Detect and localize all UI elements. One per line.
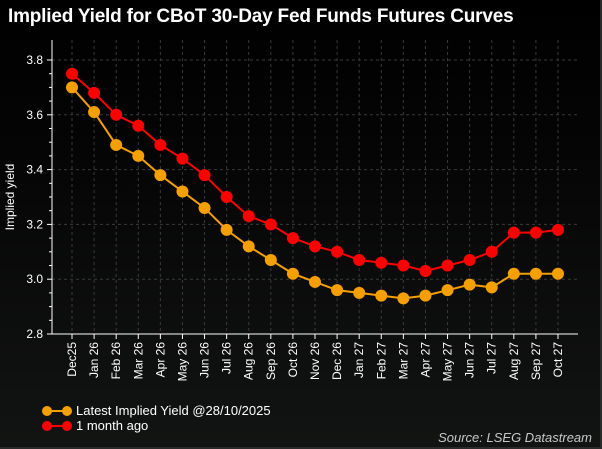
x-tick-label: May 26 [175,342,189,382]
data-point-1 [242,210,255,223]
data-point-1 [198,169,211,182]
x-tick-label: Nov 26 [308,342,322,380]
data-point-1 [309,240,321,253]
x-tick-label: Jun 26 [198,342,212,378]
data-point-1 [264,218,277,231]
data-point-1 [419,264,432,277]
data-point-1 [441,259,454,272]
x-tick-label: May 27 [441,342,455,382]
data-point-0 [154,169,167,182]
y-tick-label: 3.2 [26,217,43,231]
data-point-1 [463,254,476,267]
x-tick-label: Apr 26 [153,342,167,378]
x-tick-label: Jul 26 [220,342,234,374]
data-point-1 [353,254,366,267]
data-point-0 [353,286,366,299]
x-tick-label: Jun 27 [463,342,477,378]
data-point-1 [507,226,520,239]
data-point-0 [485,281,498,294]
data-point-1 [176,152,189,165]
data-point-0 [331,284,344,297]
data-point-0 [198,201,211,214]
data-point-0 [419,289,432,302]
x-tick-label: Feb 26 [109,342,123,380]
data-point-0 [463,278,476,291]
x-tick-label: Sep 27 [529,342,543,380]
y-axis-label: Implied yield [3,164,17,231]
x-tick-label: Mar 26 [131,342,145,380]
data-point-1 [375,256,388,269]
data-point-0 [397,292,410,305]
x-tick-label: Dec 26 [330,342,344,380]
data-point-0 [88,106,101,119]
data-point-1 [110,108,123,121]
x-tick-label: Oct 27 [551,342,565,378]
x-tick-label: Feb 27 [374,342,388,380]
data-point-0 [286,267,299,280]
data-point-0 [507,267,520,280]
x-tick-label: Jan 26 [87,342,101,378]
legend-item-latest: Latest Implied Yield @28/10/2025 [42,403,271,418]
data-point-1 [529,226,542,239]
x-tick-label: Mar 27 [396,342,410,380]
data-point-0 [176,185,189,198]
y-tick-label: 3.6 [26,108,43,122]
legend-label-month-ago: 1 month ago [76,418,149,433]
y-tick-label: 3.8 [26,53,43,67]
y-tick-label: 3.4 [26,163,43,177]
x-tick-label: Jul 27 [485,342,499,374]
data-point-1 [552,223,564,236]
data-point-1 [331,245,344,258]
source-note: Source: LSEG Datastream [438,430,592,445]
data-point-1 [286,232,299,245]
data-point-1 [88,86,101,99]
legend-swatch-latest [42,405,72,417]
x-tick-label: Aug 26 [242,342,256,380]
x-tick-label: Sep 26 [264,342,278,380]
data-point-1 [220,191,233,203]
y-tick-label: 3.0 [26,272,43,286]
legend-item-month-ago: 1 month ago [42,418,148,433]
x-tick-label: Aug 27 [507,342,521,380]
y-tick-label: 2.8 [26,327,43,341]
legend-label-latest: Latest Implied Yield @28/10/2025 [76,403,271,418]
x-tick-label: Oct 26 [286,342,300,378]
legend-swatch-month-ago [42,420,72,432]
data-point-0 [220,223,233,236]
data-point-0 [375,289,388,302]
x-tick-label: Jan 27 [352,342,366,378]
data-point-0 [132,149,145,162]
data-point-1 [485,245,498,258]
x-tick-label: Dec25 [65,342,79,377]
data-point-1 [154,138,167,151]
data-point-0 [529,267,542,280]
data-point-0 [552,267,564,280]
data-point-1 [132,119,145,132]
data-point-0 [242,240,255,253]
data-point-0 [309,275,321,288]
data-point-1 [397,259,410,272]
data-point-0 [66,81,78,94]
x-tick-label: Apr 27 [418,342,432,378]
data-point-0 [264,254,277,267]
data-point-0 [110,138,123,151]
chart-title: Implied Yield for CBoT 30-Day Fed Funds … [8,6,514,27]
data-point-0 [441,284,454,297]
data-point-1 [66,67,78,80]
